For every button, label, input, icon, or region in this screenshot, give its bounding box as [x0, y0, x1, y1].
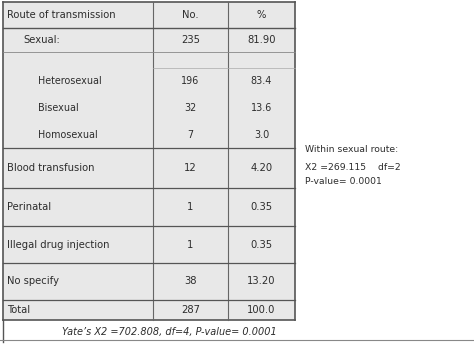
Text: 1: 1: [187, 239, 194, 249]
Text: Bisexual: Bisexual: [38, 103, 79, 113]
Text: 287: 287: [181, 305, 200, 315]
Text: Homosexual: Homosexual: [38, 130, 98, 140]
Text: Perinatal: Perinatal: [7, 202, 51, 212]
Text: 1: 1: [187, 202, 194, 212]
Text: Total: Total: [7, 305, 30, 315]
Bar: [3, 2, 295, 320]
Text: 13.20: 13.20: [247, 276, 276, 286]
Text: 0.35: 0.35: [250, 202, 273, 212]
Text: 81.90: 81.90: [247, 35, 276, 45]
Text: 13.6: 13.6: [251, 103, 272, 113]
Text: Illegal drug injection: Illegal drug injection: [7, 239, 109, 249]
Text: 100.0: 100.0: [247, 305, 276, 315]
Text: 83.4: 83.4: [251, 76, 272, 86]
Text: No.: No.: [182, 10, 199, 20]
Text: Heterosexual: Heterosexual: [38, 76, 102, 86]
Text: 12: 12: [184, 163, 197, 173]
Text: No specify: No specify: [7, 276, 59, 286]
Bar: [0, 320, 474, 344]
Text: 38: 38: [184, 276, 197, 286]
Text: Blood transfusion: Blood transfusion: [7, 163, 94, 173]
Text: 4.20: 4.20: [250, 163, 273, 173]
Text: %: %: [257, 10, 266, 20]
Text: 196: 196: [182, 76, 200, 86]
Text: X2 =269.115    df=2: X2 =269.115 df=2: [305, 164, 401, 173]
Text: P-value= 0.0001: P-value= 0.0001: [305, 177, 382, 186]
Text: 3.0: 3.0: [254, 130, 269, 140]
Text: Within sexual route:: Within sexual route:: [305, 146, 398, 155]
Text: 32: 32: [184, 103, 197, 113]
Text: 7: 7: [187, 130, 193, 140]
Text: 235: 235: [181, 35, 200, 45]
Text: Route of transmission: Route of transmission: [7, 10, 116, 20]
Text: Yate’s X2 =702.808, df=4, P-value= 0.0001: Yate’s X2 =702.808, df=4, P-value= 0.000…: [62, 327, 276, 337]
Text: 0.35: 0.35: [250, 239, 273, 249]
Text: Sexual:: Sexual:: [23, 35, 60, 45]
